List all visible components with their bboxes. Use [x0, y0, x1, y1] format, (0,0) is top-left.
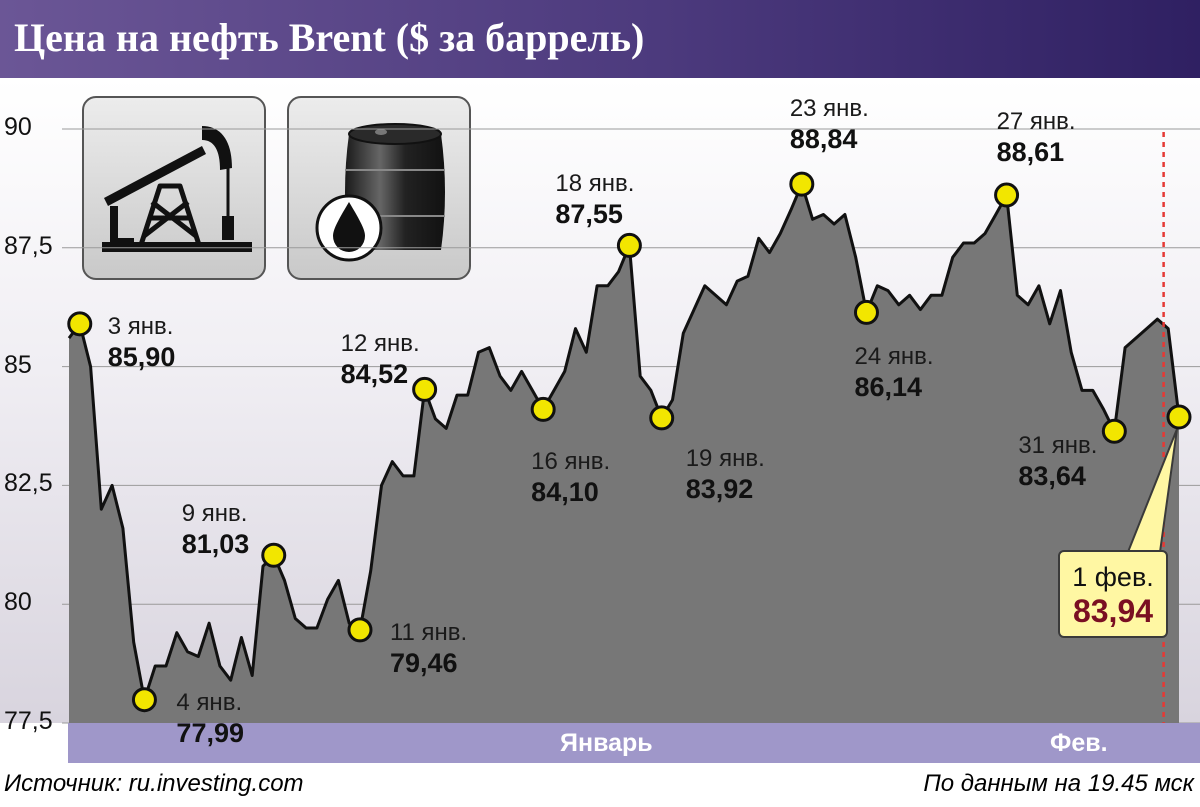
data-label-value: 88,84 — [789, 124, 858, 155]
data-label-date: 23 янв. — [789, 95, 869, 123]
data-label-value: 83,92 — [685, 473, 754, 504]
y-tick-label: 85 — [4, 350, 32, 379]
data-label: 4 янв. 77,99 — [176, 688, 244, 748]
y-tick-label: 90 — [4, 113, 32, 141]
y-tick-label: 80 — [4, 588, 32, 617]
data-marker — [649, 405, 675, 431]
data-label: 23 янв. 88,84 — [790, 94, 869, 154]
y-tick-label: 82,5 — [4, 469, 53, 498]
oil-pump-icon-box — [82, 96, 266, 280]
month-label-february: Фев. — [1050, 729, 1108, 757]
data-label-date: 27 янв. — [996, 108, 1076, 136]
data-marker — [530, 396, 556, 422]
data-label-value: 88,61 — [996, 137, 1065, 168]
data-label: 18 янв. 87,55 — [555, 169, 634, 229]
data-marker — [789, 171, 815, 197]
price-area — [69, 184, 1179, 724]
month-axis-band — [68, 723, 1200, 763]
latest-price-callout: 1 фев. 83,94 — [1058, 550, 1168, 638]
as-of-note: По данным на 19.45 мск — [923, 770, 1194, 797]
data-marker — [616, 232, 642, 258]
source-note: Источник: ru.investing.com — [4, 770, 304, 797]
data-marker — [1101, 418, 1127, 444]
data-label-date: 19 янв. — [685, 444, 765, 472]
data-label-date: 18 янв. — [555, 170, 635, 198]
data-marker — [994, 182, 1020, 208]
oil-barrel-icon-box — [287, 96, 471, 280]
data-label-value: 85,90 — [107, 341, 176, 372]
data-marker — [1166, 404, 1192, 430]
data-label-date: 16 янв. — [531, 448, 611, 476]
data-label-value: 86,14 — [854, 372, 923, 403]
data-label: 12 янв. 84,52 — [341, 329, 420, 389]
data-label-value: 77,99 — [176, 717, 244, 748]
data-marker — [67, 311, 93, 337]
data-label: 16 янв. 84,10 — [531, 447, 610, 507]
data-label-date: 11 янв. — [389, 618, 468, 646]
data-label: 9 янв. 81,03 — [182, 499, 250, 559]
oil-barrel-icon — [315, 123, 445, 262]
data-label-date: 24 янв. — [854, 343, 934, 371]
callout-value: 83,94 — [1072, 593, 1154, 629]
oil-pump-icon — [102, 126, 252, 252]
y-tick-label: 77,5 — [4, 707, 53, 735]
data-label-date: 31 янв. — [1018, 432, 1098, 460]
data-label-value: 84,10 — [531, 477, 599, 508]
data-marker — [261, 542, 287, 568]
data-marker — [347, 617, 373, 643]
data-label-date: 4 янв. — [176, 688, 243, 716]
data-label: 31 янв. 83,64 — [1018, 431, 1097, 491]
data-label: 3 янв. 85,90 — [108, 312, 176, 372]
data-label: 19 янв. 83,92 — [686, 444, 765, 504]
data-label-value: 79,46 — [389, 647, 458, 678]
data-label-date: 3 янв. — [107, 312, 174, 340]
data-marker — [131, 687, 157, 713]
data-label: 11 янв. 79,46 — [390, 618, 467, 678]
price-line — [67, 182, 1181, 702]
data-label-value: 81,03 — [181, 529, 250, 560]
data-label-value: 83,64 — [1018, 461, 1086, 492]
data-label-value: 84,52 — [340, 359, 409, 390]
data-marker — [853, 299, 879, 325]
data-label: 24 янв. 86,14 — [854, 342, 933, 402]
data-label-value: 87,55 — [555, 199, 623, 230]
header: Цена на нефть Brent ($ за баррель) — [0, 0, 1200, 78]
data-label: 27 янв. 88,61 — [997, 107, 1076, 167]
data-label-date: 12 янв. — [340, 330, 420, 358]
data-label-date: 9 янв. — [181, 500, 248, 528]
callout-date: 1 фев. — [1072, 562, 1154, 592]
data-markers — [67, 171, 1192, 713]
y-tick-label: 87,5 — [4, 231, 53, 260]
month-label-january: Январь — [560, 729, 653, 757]
page-title: Цена на нефть Brent ($ за баррель) — [14, 15, 645, 60]
data-marker — [412, 376, 438, 402]
